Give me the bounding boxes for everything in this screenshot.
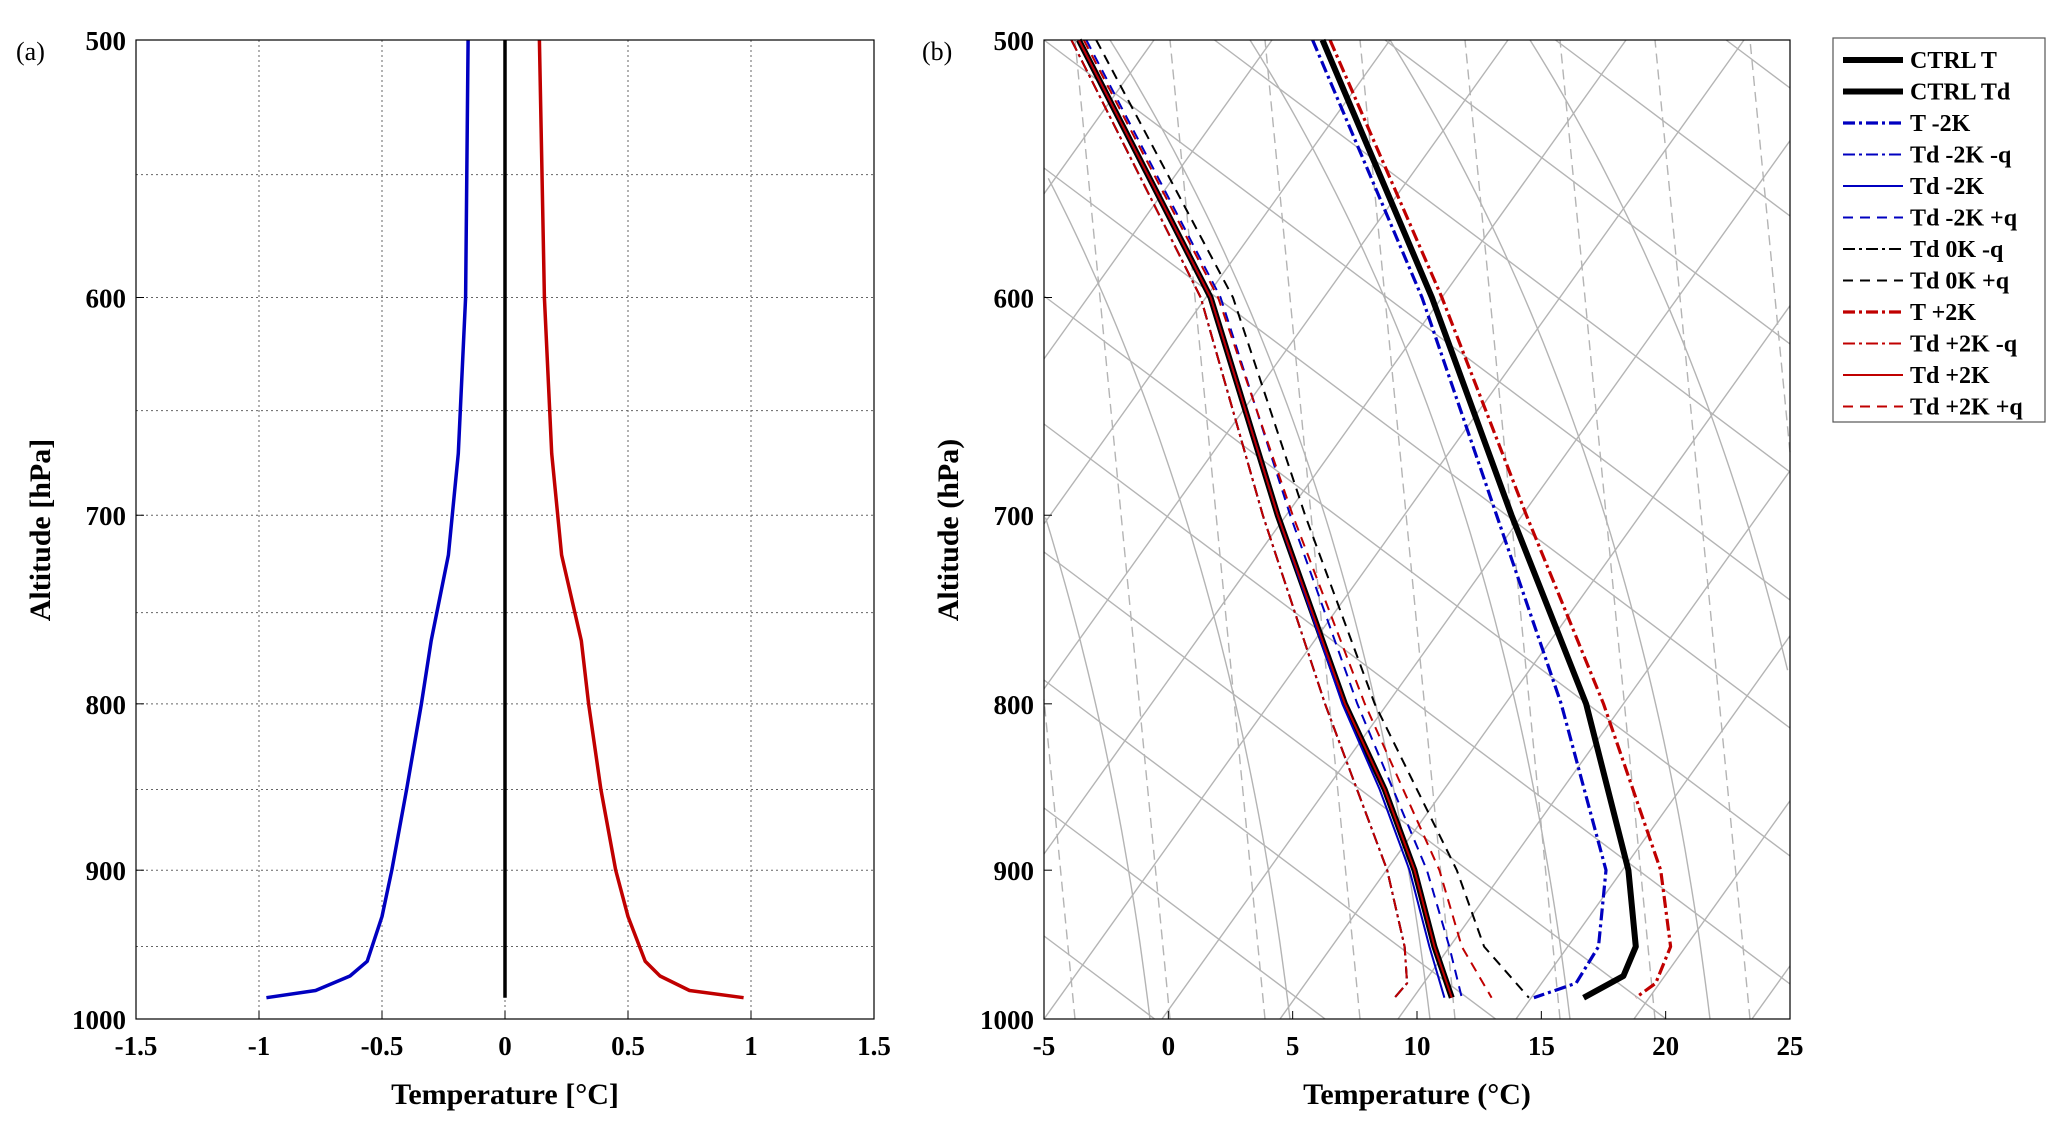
legend: CTRL T CTRL Td T -2K Td -2K -q Td -2K Td -2K …: [1832, 37, 2046, 423]
panel-a-xlabel: Temperature [°C]: [391, 1078, 619, 1111]
legend-box: [1832, 37, 2046, 423]
legend-label: Td +2K +q: [1910, 395, 2023, 421]
y-tick-label: 1000: [72, 1005, 126, 1035]
y-tick-label: 900: [994, 856, 1035, 886]
dry-adiabat: [1043, 807, 1326, 1020]
skewed-isotherm: [1633, 800, 1791, 1020]
panel-a-series: [266, 39, 744, 1000]
mixing-ratio-line: [1749, 39, 1791, 453]
x-tick-label: -5: [1033, 1031, 1056, 1061]
y-tick-label: 600: [86, 284, 127, 314]
panel-b: (b) -5 0 5 10 15 20 25 500 600 700 800 900 1000 Temp…: [922, 26, 2046, 1111]
legend-label: Td 0K +q: [1910, 269, 2010, 295]
mixing-ratio-line: [1043, 699, 1076, 1020]
mixing-ratio-line: [1264, 39, 1361, 1020]
skewed-isotherm: [1161, 140, 1791, 1020]
moist-adiabat: [1249, 39, 1571, 1020]
series-line-2: [537, 39, 744, 1000]
x-tick-label: -1.5: [115, 1031, 158, 1061]
panel-a-ticks: -1.5 -1 -0.5 0 0.5 1 1.5 500 600 700 800 900 1000: [72, 26, 891, 1061]
panel-a-label: (a): [16, 37, 45, 66]
mixing-ratio-line: [1359, 39, 1456, 1020]
x-tick-label: -1: [248, 1031, 271, 1061]
dry-adiabat: [1043, 423, 1791, 985]
legend-label: Td +2K -q: [1910, 332, 2018, 358]
x-tick-label: 1.5: [857, 1031, 891, 1061]
series-line-t-2k: [1328, 39, 1673, 999]
series-line-td-0k-q: [1095, 39, 1530, 999]
dry-adiabat: [1043, 935, 1156, 1020]
dry-adiabat: [1214, 39, 1791, 473]
x-tick-label: 20: [1652, 1031, 1679, 1061]
dry-adiabat: [1043, 679, 1497, 1020]
panel-a-ylabel: Altitude [hPa]: [24, 439, 57, 622]
panel-a: (a) -1.5 -1 -0.5 0 0.5 1 1.5 500 600 700 800 900 100…: [16, 26, 891, 1111]
series-line-t-2k: [1311, 39, 1608, 1000]
y-tick-label: 500: [994, 26, 1035, 56]
y-tick-label: 600: [994, 284, 1035, 314]
legend-label: Td -2K +q: [1910, 206, 2018, 232]
series-line-0: [266, 39, 470, 1000]
legend-label: Td -2K -q: [1910, 143, 2012, 169]
panel-b-label: (b): [922, 37, 952, 66]
legend-label: T +2K: [1910, 300, 1976, 326]
moist-adiabat: [1529, 39, 1789, 671]
skewed-isotherm: [1751, 965, 1791, 1020]
x-tick-label: 5: [1286, 1031, 1300, 1061]
dry-adiabat: [1384, 39, 1791, 345]
skewed-isotherm: [1043, 39, 1745, 1020]
x-tick-label: 1: [744, 1031, 758, 1061]
legend-label: Td 0K -q: [1910, 237, 2004, 263]
mixing-ratio-line: [1559, 39, 1656, 1020]
y-tick-label: 800: [86, 690, 127, 720]
dry-adiabat: [1555, 39, 1791, 217]
mixing-ratio-line: [1169, 39, 1266, 1020]
dry-adiabat: [1043, 295, 1791, 857]
series-line-td-2k: [1077, 39, 1453, 999]
x-tick-label: -0.5: [361, 1031, 404, 1061]
dry-adiabat: [1043, 167, 1791, 729]
moist-adiabat: [1044, 517, 1151, 1020]
legend-label: CTRL T: [1910, 48, 1997, 74]
series-line-td-2k-q: [1070, 39, 1409, 999]
series-line-td-2k: [1077, 39, 1446, 998]
x-tick-label: 10: [1404, 1031, 1431, 1061]
skewed-isotherm: [1043, 39, 1509, 690]
series-line-ctrl-t: [1319, 38, 1639, 1001]
x-tick-label: 0: [1162, 1031, 1176, 1061]
y-tick-label: 900: [86, 856, 127, 886]
skewed-isotherm: [1043, 39, 1155, 195]
y-tick-label: 500: [86, 26, 127, 56]
y-tick-label: 700: [994, 501, 1035, 531]
mixing-ratio-line: [1074, 39, 1171, 1020]
legend-label: T -2K: [1910, 111, 1971, 137]
legend-label: CTRL Td: [1910, 80, 2011, 106]
moist-adiabat: [1389, 39, 1711, 1020]
panel-b-ticks: -5 0 5 10 15 20 25 500 600 700 800 900 1000: [980, 26, 1804, 1061]
legend-label: Td -2K: [1910, 174, 1984, 200]
series-line-td-2k-q: [1085, 39, 1463, 998]
dry-adiabat: [1725, 39, 1791, 89]
panel-b-series: [1070, 38, 1673, 1001]
panel-b-xlabel: Temperature (°C): [1303, 1078, 1531, 1111]
panel-b-ylabel: Altitude (hPa): [932, 439, 965, 622]
x-tick-label: 0: [498, 1031, 512, 1061]
skewed-isotherm: [1279, 305, 1791, 1020]
y-tick-label: 700: [86, 501, 127, 531]
y-tick-label: 800: [994, 690, 1035, 720]
x-tick-label: 25: [1777, 1031, 1804, 1061]
legend-label: Td +2K: [1910, 363, 1990, 389]
y-tick-label: 1000: [980, 1005, 1034, 1035]
skewt-background-lines: [1043, 39, 1791, 1020]
skewed-isotherm: [1043, 39, 1391, 525]
mixing-ratio-line: [1654, 39, 1751, 1020]
moist-adiabat: [1047, 177, 1291, 1020]
x-tick-label: 15: [1528, 1031, 1555, 1061]
dry-adiabat: [1043, 39, 1791, 601]
skewed-isotherm: [1043, 39, 1627, 855]
x-tick-label: 0.5: [611, 1031, 645, 1061]
series-line-td-2k-q: [1082, 39, 1493, 999]
